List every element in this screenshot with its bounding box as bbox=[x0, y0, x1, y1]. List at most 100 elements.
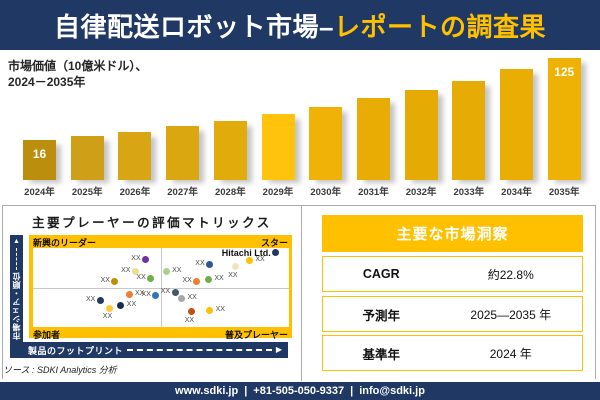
quadrant-line-horizontal bbox=[33, 288, 289, 289]
matrix-dot-xx-12 bbox=[125, 291, 133, 299]
quadrant-label-bottom-left: 参加者 bbox=[33, 329, 61, 340]
matrix-dot-xx-10 bbox=[245, 257, 253, 265]
bar-2033年 bbox=[452, 81, 486, 180]
matrix-title: 主要プレーヤーの評価マトリックス bbox=[32, 216, 272, 230]
matrix-point-label-hitachi: Hitachi Ltd. bbox=[221, 247, 271, 258]
matrix-dot-xx-7 bbox=[193, 277, 201, 285]
chart-subtitle-line1: 市場価値（10億米ドル）、 bbox=[8, 59, 148, 73]
x-tick-2028年: 2028年 bbox=[214, 187, 246, 198]
matrix-dot-xx-14 bbox=[96, 297, 104, 305]
bar-2034年 bbox=[500, 69, 533, 180]
y-axis-dashes bbox=[16, 248, 17, 270]
matrix-dot-xx-4 bbox=[147, 275, 155, 283]
matrix-point-label: XX bbox=[135, 290, 145, 298]
quadrant-line-vertical bbox=[161, 248, 162, 327]
x-tick-2031年: 2031年 bbox=[358, 187, 389, 198]
insights-row-value: 約22.8% bbox=[487, 267, 534, 282]
matrix-dot-xx-15 bbox=[117, 301, 125, 309]
footer-website-link[interactable]: www.sdki.jp bbox=[175, 385, 239, 397]
section-border-left bbox=[2, 205, 3, 379]
page-title-white: 自律配送ロボット市場– bbox=[54, 11, 334, 42]
matrix-dot-xx-18 bbox=[177, 295, 185, 303]
matrix-point-label: XX bbox=[182, 276, 192, 284]
matrix-point-label: XX bbox=[121, 267, 131, 275]
title-banner: 自律配送ロボット市場–レポートの調査果 bbox=[0, 0, 600, 50]
x-tick-2033年: 2033年 bbox=[453, 187, 485, 198]
x-tick-2030年: 2030年 bbox=[310, 187, 341, 198]
up-arrow-icon: ▲ bbox=[13, 238, 20, 245]
bar-chart: 16 2024年 2025年 2026年 2027年 2028年 2029年 2030年 203… bbox=[0, 50, 600, 200]
matrix-point-label: XX bbox=[160, 287, 171, 295]
bar-value-label-2035年: 125 bbox=[554, 65, 575, 79]
insights-row-label: 予測年 bbox=[362, 308, 401, 323]
bar-2032年 bbox=[404, 90, 438, 180]
bar-2030年 bbox=[309, 107, 343, 180]
matrix-point-label: XX bbox=[85, 296, 96, 304]
bar-2028年 bbox=[213, 121, 247, 180]
matrix-dot-xx-13 bbox=[152, 291, 160, 299]
bar-2024年: 16 bbox=[23, 140, 56, 180]
insights-row-label: CAGR bbox=[362, 267, 400, 281]
matrix-point-label: XX bbox=[141, 290, 151, 298]
matrix-plot: XX XX XX XX XX XX XX XX XX XX Hitachi Ltd. XX XX XX XX… bbox=[33, 248, 289, 327]
footer-email-link[interactable]: info@sdki.jp bbox=[359, 385, 425, 397]
insights-row-基準年: 基準年 2024 年 bbox=[322, 335, 583, 371]
matrix-point-label: XX bbox=[172, 267, 182, 275]
section-divider-vertical bbox=[301, 205, 302, 381]
x-axis-label: 製品のフットプリント bbox=[28, 345, 124, 356]
footer-separator: | bbox=[244, 385, 248, 397]
page-title-accent: レポートの調査果 bbox=[333, 11, 546, 42]
bar-2027年 bbox=[166, 126, 200, 180]
matrix-point-label: XX bbox=[126, 300, 137, 308]
insights-row-value: 2024 年 bbox=[489, 346, 532, 361]
matrix-dot-xx-9 bbox=[231, 263, 239, 271]
x-tick-2035年: 2035年 bbox=[548, 187, 580, 198]
matrix-dot-hitachi bbox=[272, 248, 280, 256]
x-tick-2026年: 2026年 bbox=[119, 187, 151, 198]
section-border-right bbox=[595, 205, 596, 379]
matrix-point-label: XX bbox=[215, 305, 225, 313]
matrix-point-label: XX bbox=[255, 256, 265, 264]
bar-2031年 bbox=[356, 98, 390, 180]
matrix-point-label: XX bbox=[131, 255, 141, 263]
x-tick-2024年: 2024年 bbox=[24, 187, 55, 198]
insights-header: 主要な市場洞察 bbox=[322, 215, 583, 252]
matrix-dot-xx-16 bbox=[106, 304, 114, 312]
quadrant-label-bottom-right: 普及プレーヤー bbox=[224, 329, 288, 340]
bar-2026年 bbox=[118, 132, 152, 180]
matrix-x-axis: 製品のフットプリント ▶ bbox=[10, 342, 288, 358]
insights-row-CAGR: CAGR 約22.8% bbox=[322, 256, 583, 292]
matrix-dot-xx-19 bbox=[188, 308, 196, 316]
matrix-point-label: XX bbox=[228, 271, 238, 279]
matrix-dot-xx-20 bbox=[206, 306, 214, 314]
matrix-y-axis: ▲ 市場シェア・順位 bbox=[10, 235, 23, 358]
matrix-point-label: XX bbox=[187, 294, 197, 302]
page-title: 自律配送ロボット市場–レポートの調査果 bbox=[54, 7, 546, 44]
chart-subtitle: 市場価値（10億米ドル）、 2024－2035年 bbox=[8, 58, 147, 90]
matrix-point-label: XX bbox=[100, 277, 110, 285]
matrix-dot-xx-17 bbox=[171, 288, 179, 296]
x-tick-2027年: 2027年 bbox=[167, 187, 198, 198]
footer-separator: | bbox=[350, 385, 354, 397]
quadrant-label-top-right: スター bbox=[260, 238, 288, 248]
section-divider-top bbox=[2, 205, 596, 206]
matrix-point-label: XX bbox=[102, 313, 113, 321]
bar-2035年: 125 bbox=[547, 58, 581, 180]
x-tick-2034年: 2034年 bbox=[501, 187, 532, 198]
right-arrow-icon: ▶ bbox=[275, 345, 282, 354]
matrix-dot-xx-8 bbox=[204, 276, 212, 284]
quadrant-label-top-left: 新興のリーダー bbox=[33, 238, 97, 248]
x-tick-2032年: 2032年 bbox=[405, 187, 437, 198]
matrix-point-label: XX bbox=[184, 316, 195, 324]
footer-phone: +81-505-050-9337 bbox=[253, 385, 345, 397]
bar-2029年 bbox=[261, 114, 295, 180]
x-tick-2025年: 2025年 bbox=[71, 187, 103, 198]
y-axis-label: 市場シェア・順位 bbox=[12, 272, 21, 340]
matrix-dot-xx-6 bbox=[206, 261, 214, 269]
insights-row-予測年: 予測年 2025—2035 年 bbox=[322, 296, 583, 332]
chart-subtitle-line2: 2024－2035年 bbox=[8, 75, 86, 89]
insights-row-value: 2025—2035 年 bbox=[470, 307, 552, 322]
matrix-dot-xx-3 bbox=[111, 278, 119, 286]
footer-bar: www.sdki.jp | +81-505-050-9337 | info@sd… bbox=[0, 382, 600, 400]
matrix-point-label: XX bbox=[214, 275, 224, 283]
